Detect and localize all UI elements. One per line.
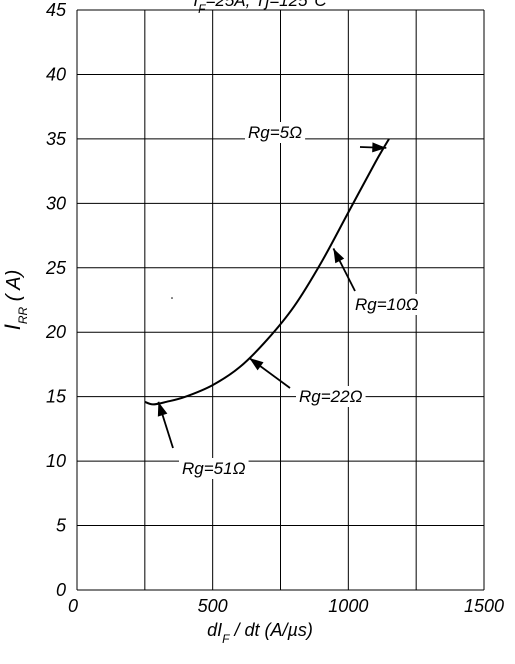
annotation-arrow-head-3 [157,401,168,417]
x-tick-label-1: 500 [198,596,228,616]
y-tick-label-1: 5 [56,516,67,536]
series-line [144,138,390,406]
stray-dot [171,297,173,299]
tick-labels: 0 5 10 15 20 25 30 35 40 45 0 500 1000 1500 [45,0,504,616]
y-tick-label-3: 15 [46,387,67,407]
annotation-label-0: Rg=5Ω [248,123,302,142]
x-tick-label-3: 1500 [464,596,504,616]
annotation-label-bg-0 [245,122,306,143]
y-tick-label-7: 35 [46,129,67,149]
y-tick-label-5: 25 [45,258,67,278]
annotation-arrow-head-1 [333,248,345,264]
x-axis-title: dIF / dt (A/µs) [207,620,313,646]
chart-title: IF=25A, Tj=125°C [193,0,327,16]
y-tick-label-0: 0 [56,580,66,600]
y-tick-label-8: 40 [46,64,66,84]
annotation-arrow-head-2 [249,358,264,371]
annotation-label-3: Rg=51Ω [182,459,246,478]
y-tick-label-9: 45 [46,0,67,20]
annotation-label-bg-1 [352,294,422,315]
y-axis-title: IRR ( A) [0,270,30,331]
annotation-label-bg-3 [179,458,249,479]
x-tick-label-2: 1000 [328,596,368,616]
y-tick-label-6: 30 [46,193,66,213]
y-tick-label-4: 20 [45,322,66,342]
annotation-label-2: Rg=22Ω [299,387,363,406]
y-tick-label-2: 10 [46,451,66,471]
grid [76,9,485,591]
annotation-label-1: Rg=10Ω [355,295,419,314]
annotation-arrow-head-0 [372,142,387,153]
annotation-label-bg-2 [296,386,366,407]
x-tick-label-0: 0 [68,596,78,616]
annotations: Rg=5Ω Rg=10Ω Rg=22Ω Rg=51Ω [157,122,422,479]
